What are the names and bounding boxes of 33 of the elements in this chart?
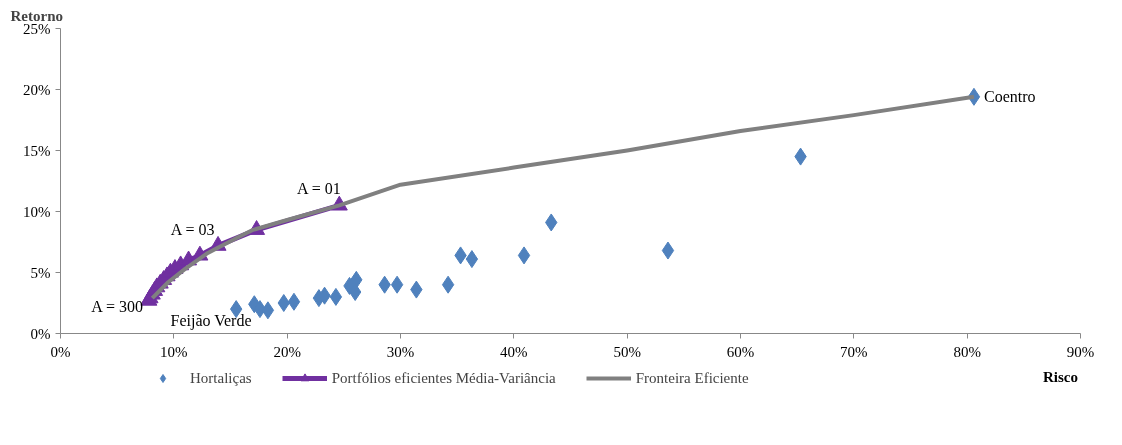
point: [261, 301, 275, 320]
y-tick-label: 0%: [30, 325, 51, 342]
point: [465, 250, 479, 269]
point: [390, 275, 404, 294]
x-tick-label: 80%: [953, 343, 981, 360]
x-tick-label: 50%: [613, 343, 641, 360]
x-tick-label: 30%: [386, 343, 415, 360]
annotation: A = 300: [91, 298, 144, 316]
legend-label: Portfólios eficientes Média-Variância: [331, 369, 556, 387]
point: [517, 246, 531, 265]
point: [287, 292, 301, 311]
y-tick-label: 15%: [23, 142, 51, 159]
y-tick-label: 20%: [23, 81, 51, 98]
y-tick-label: 10%: [23, 203, 51, 220]
x-tick-label: 10%: [160, 343, 188, 360]
annotation: Coentro: [983, 88, 1036, 106]
legend-label: Hortaliças: [190, 369, 252, 387]
x-tick-label: 90%: [1066, 343, 1095, 360]
x-tick-label: 0%: [50, 343, 71, 360]
x-tick-label: 60%: [726, 343, 755, 360]
y-tick-label: 5%: [30, 264, 51, 281]
x-tick-label: 20%: [273, 343, 301, 360]
x-tick-label: 40%: [500, 343, 528, 360]
annotation: Feijão Verde: [170, 312, 252, 331]
point: [441, 275, 455, 294]
x-tick-label: 70%: [840, 343, 868, 360]
legend-label: Fronteira Eficiente: [635, 369, 749, 387]
annotation: A = 03: [170, 220, 215, 238]
x-axis-title: Risco: [1043, 368, 1078, 385]
annotation: A = 01: [297, 180, 341, 198]
point: [329, 287, 343, 306]
point: [661, 241, 675, 260]
point: [277, 294, 290, 312]
